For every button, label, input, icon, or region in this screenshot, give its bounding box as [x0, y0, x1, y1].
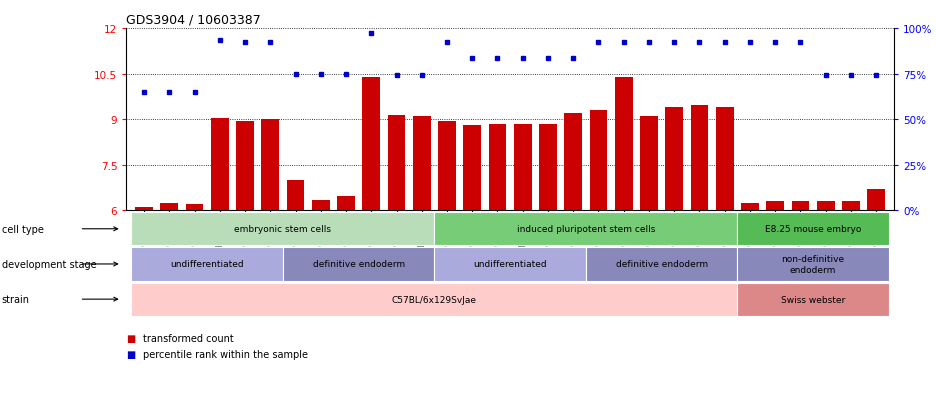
Bar [590, 111, 607, 211]
Bar [868, 190, 885, 211]
Text: definitive endoderm: definitive endoderm [616, 260, 708, 269]
Text: cell type: cell type [2, 224, 44, 234]
Bar [489, 124, 506, 211]
Bar [817, 202, 835, 211]
Bar [615, 77, 633, 211]
Bar [135, 208, 153, 211]
Text: percentile rank within the sample: percentile rank within the sample [143, 349, 308, 359]
Text: induced pluripotent stem cells: induced pluripotent stem cells [517, 225, 655, 234]
Text: embryonic stem cells: embryonic stem cells [234, 225, 331, 234]
Bar [337, 197, 355, 211]
Text: non-definitive
endoderm: non-definitive endoderm [782, 255, 844, 274]
Text: development stage: development stage [2, 259, 96, 269]
Text: Swiss webster: Swiss webster [781, 295, 845, 304]
Bar [211, 118, 228, 211]
Text: ■: ■ [126, 349, 136, 359]
Bar [767, 202, 784, 211]
Text: definitive endoderm: definitive endoderm [313, 260, 404, 269]
Text: E8.25 mouse embryo: E8.25 mouse embryo [765, 225, 861, 234]
Bar [564, 114, 582, 211]
Bar [741, 203, 759, 211]
Bar [185, 204, 203, 211]
Bar [388, 115, 405, 211]
Text: GDS3904 / 10603387: GDS3904 / 10603387 [126, 13, 261, 26]
Bar [413, 117, 431, 211]
Bar [640, 117, 658, 211]
Bar [691, 106, 709, 211]
Text: undifferentiated: undifferentiated [170, 260, 244, 269]
Bar [312, 200, 329, 211]
Bar [463, 126, 481, 211]
Bar [362, 77, 380, 211]
Text: ■: ■ [126, 334, 136, 344]
Bar [842, 202, 860, 211]
Bar [261, 120, 279, 211]
Bar [514, 124, 532, 211]
Text: transformed count: transformed count [143, 334, 234, 344]
Bar [792, 202, 810, 211]
Bar [236, 121, 254, 211]
Bar [438, 121, 456, 211]
Bar [539, 124, 557, 211]
Bar [286, 180, 304, 211]
Bar [665, 108, 683, 211]
Bar [160, 203, 178, 211]
Bar [716, 108, 734, 211]
Text: undifferentiated: undifferentiated [474, 260, 547, 269]
Text: strain: strain [2, 294, 30, 304]
Text: C57BL/6x129SvJae: C57BL/6x129SvJae [392, 295, 476, 304]
